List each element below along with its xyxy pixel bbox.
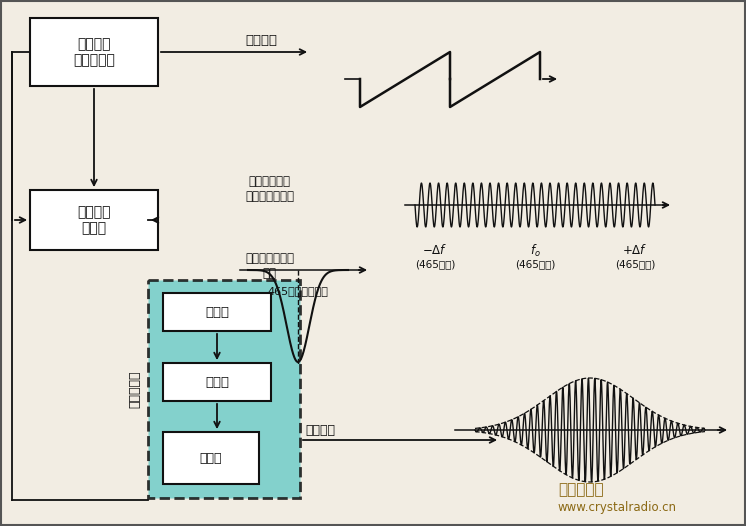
Text: 中放级: 中放级 (205, 376, 229, 389)
Text: 锯齿形波: 锯齿形波 (245, 34, 277, 46)
Bar (148, 280, 300, 498)
Text: 中频选择性谐振
曲线: 中频选择性谐振 曲线 (245, 252, 294, 280)
Text: 矿石收音机: 矿石收音机 (558, 482, 604, 498)
Text: 被测收音机: 被测收音机 (128, 370, 142, 408)
Text: (465千赫): (465千赫) (515, 259, 555, 269)
Bar (30, 190, 158, 250)
Text: (465千赫): (465千赫) (615, 259, 655, 269)
Text: www.crystalradio.cn: www.crystalradio.cn (558, 501, 677, 514)
Text: 扫频信号
发生器: 扫频信号 发生器 (78, 205, 110, 235)
Text: 465频率（千赫）: 465频率（千赫） (268, 286, 328, 296)
Text: (465千赫): (465千赫) (415, 259, 455, 269)
Text: 锯齿波电压相
对应的扫频波形: 锯齿波电压相 对应的扫频波形 (245, 175, 294, 203)
Text: 中频输出: 中频输出 (305, 423, 335, 437)
Bar (30, 18, 158, 86)
Text: $f_o$: $f_o$ (530, 243, 540, 259)
Text: 变频级: 变频级 (205, 306, 229, 319)
Text: 功放级: 功放级 (200, 451, 222, 464)
Bar (163, 432, 259, 484)
Text: 同步扫描
信号发生器: 同步扫描 信号发生器 (73, 37, 115, 67)
Bar (163, 293, 271, 331)
Text: $+\Delta f$: $+\Delta f$ (622, 243, 648, 257)
Bar (163, 363, 271, 401)
Text: $-\Delta f$: $-\Delta f$ (422, 243, 448, 257)
